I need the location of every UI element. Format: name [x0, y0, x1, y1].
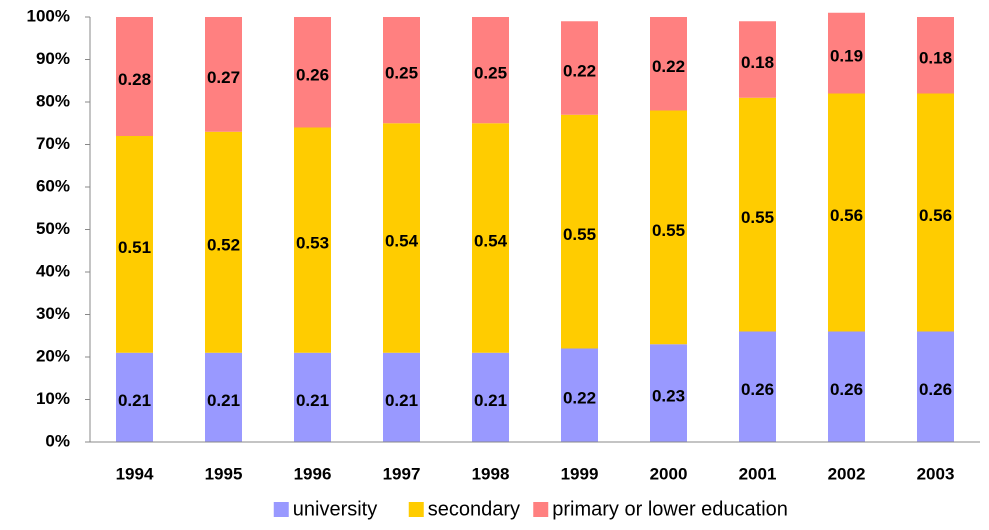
bar-segment	[205, 131, 242, 353]
legend-label: secondary	[428, 498, 520, 520]
data-label: 0.52	[207, 236, 240, 255]
data-label: 0.22	[563, 389, 596, 408]
data-label: 0.25	[474, 64, 507, 83]
data-label: 0.22	[563, 61, 596, 80]
bar-segment	[472, 123, 509, 353]
bar-segment	[739, 21, 776, 98]
data-label: 0.26	[741, 380, 774, 399]
bar-segment	[116, 352, 153, 442]
x-tick-label: 2003	[917, 464, 955, 483]
data-label: 0.18	[741, 53, 774, 72]
y-tick-label: 0%	[45, 431, 70, 450]
data-label: 0.26	[919, 380, 952, 399]
y-tick-label: 80%	[36, 91, 70, 110]
bar-segment	[383, 352, 420, 442]
bar-segment	[561, 348, 598, 442]
bar-segment	[828, 12, 865, 94]
x-tick-label: 1998	[472, 464, 510, 483]
bar-segment	[294, 17, 331, 128]
data-label: 0.55	[563, 225, 596, 244]
bar-segment	[828, 331, 865, 442]
legend-swatch	[533, 502, 549, 517]
y-tick-label: 20%	[36, 346, 70, 365]
bar-segment	[650, 344, 687, 442]
data-label: 0.54	[385, 231, 419, 250]
x-tick-label: 1999	[561, 464, 599, 483]
bar-segment	[561, 114, 598, 349]
bar-segment	[828, 93, 865, 332]
y-tick-label: 90%	[36, 49, 70, 68]
legend-swatch	[408, 502, 424, 517]
x-tick-label: 1995	[205, 464, 243, 483]
data-label: 0.18	[919, 49, 952, 68]
data-label: 0.26	[830, 380, 863, 399]
legend-swatch	[273, 502, 289, 517]
data-label: 0.23	[652, 387, 685, 406]
x-tick-label: 1994	[116, 464, 154, 483]
data-label: 0.28	[118, 70, 151, 89]
bar-segment	[472, 17, 509, 124]
y-tick-label: 30%	[36, 304, 70, 323]
bar-segment	[739, 331, 776, 442]
data-label: 0.21	[474, 391, 507, 410]
data-label: 0.21	[207, 391, 240, 410]
bar-segment	[561, 21, 598, 115]
bar-segment	[383, 123, 420, 353]
data-label: 0.19	[830, 47, 863, 66]
data-label: 0.54	[474, 231, 508, 250]
bar-segment	[205, 17, 242, 132]
bar-segment	[472, 352, 509, 442]
data-label: 0.21	[385, 391, 418, 410]
x-tick-label: 1996	[294, 464, 332, 483]
data-label: 0.56	[919, 206, 952, 225]
data-label: 0.27	[207, 68, 240, 87]
bar-segment	[917, 17, 954, 94]
x-tick-label: 2000	[650, 464, 688, 483]
y-tick-label: 40%	[36, 261, 70, 280]
bar-segment	[294, 127, 331, 353]
y-tick-label: 100%	[27, 6, 70, 25]
x-tick-label: 2002	[828, 464, 866, 483]
y-tick-label: 60%	[36, 176, 70, 195]
data-label: 0.21	[296, 391, 329, 410]
data-label: 0.51	[118, 238, 151, 257]
bar-segment	[650, 110, 687, 345]
legend-label: primary or lower education	[552, 498, 788, 520]
data-label: 0.55	[741, 208, 774, 227]
bar-segment	[205, 352, 242, 442]
data-label: 0.53	[296, 234, 329, 253]
data-label: 0.21	[118, 391, 151, 410]
y-tick-label: 50%	[36, 219, 70, 238]
bar-segment	[116, 136, 153, 353]
y-tick-label: 70%	[36, 134, 70, 153]
y-tick-label: 10%	[36, 389, 70, 408]
data-label: 0.25	[385, 64, 418, 83]
bar-segment	[383, 17, 420, 124]
bar-segment	[917, 331, 954, 442]
bar-segment	[739, 97, 776, 332]
bar-segment	[116, 17, 153, 136]
bar-segment	[650, 17, 687, 111]
bar-segment	[917, 93, 954, 332]
data-label: 0.56	[830, 206, 863, 225]
data-label: 0.55	[652, 221, 685, 240]
legend-label: university	[293, 498, 377, 520]
bar-segment	[294, 352, 331, 442]
x-tick-label: 2001	[739, 464, 777, 483]
data-label: 0.22	[652, 57, 685, 76]
x-tick-label: 1997	[383, 464, 421, 483]
data-label: 0.26	[296, 66, 329, 85]
